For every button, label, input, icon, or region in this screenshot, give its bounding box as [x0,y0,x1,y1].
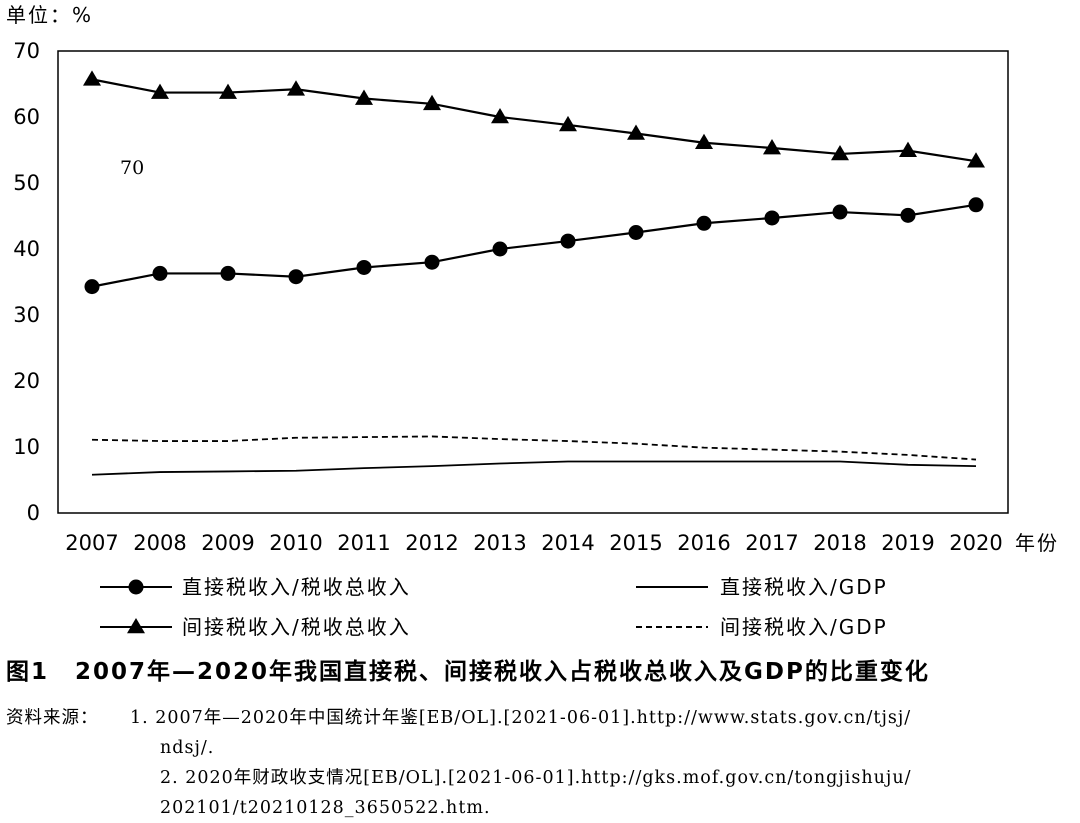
data-point [287,80,305,96]
unit-label: 单位：% [6,3,93,27]
figure-title: 2007年—2020年我国直接税、间接税收入占税收总收入及GDP的比重变化 [75,659,930,685]
plot-frame [57,50,1009,514]
x-tick-label: 2013 [473,531,526,555]
data-point [355,89,373,105]
data-point [695,133,713,150]
x-tick-label: 2019 [881,531,934,555]
data-point [628,225,644,240]
data-point [900,207,916,223]
data-point [151,83,169,99]
series-line [91,435,977,461]
data-point [356,259,372,275]
x-tick-label: 2017 [745,531,798,555]
data-point [423,94,441,111]
legend-label: 间接税收入/税收总收入 [182,615,411,639]
series-line [91,460,977,476]
series-2 [83,70,985,168]
series-1 [84,197,984,295]
x-tick-label: 2018 [813,531,866,555]
x-tick-label: 2015 [609,531,662,555]
data-point [967,152,985,168]
data-point [832,204,848,220]
x-tick-label: 2012 [405,531,458,555]
y-tick-label: 40 [13,237,40,261]
series-line [91,78,977,163]
series-3 [91,460,977,476]
chart-annotation: 70 [120,157,144,179]
y-tick-label: 0 [27,501,40,525]
data-point [152,265,168,281]
legend-marker [128,579,144,595]
legend-entry-1: 直接税收入/税收总收入 [100,575,411,599]
sources-head: 资料来源： [6,708,99,728]
data-point [899,141,917,157]
data-point [83,70,101,86]
legend-label: 间接税收入/GDP [720,615,888,639]
data-point [764,210,780,226]
y-tick-label: 50 [13,171,40,195]
figure-number: 图1 [6,659,50,685]
data-point [424,254,440,270]
y-tick-label: 60 [13,105,40,129]
data-point [696,215,712,231]
legend-marker [127,618,145,634]
legend-label: 直接税收入/GDP [720,575,888,599]
data-point [560,233,576,249]
data-point [492,241,508,257]
data-point [627,124,645,140]
data-point [559,115,577,132]
series-4 [91,435,977,461]
data-point [220,265,236,281]
data-point [831,144,849,161]
y-tick-label: 10 [13,435,40,459]
x-tick-label: 2011 [337,531,390,555]
x-tick-label: 2010 [269,531,322,555]
sources-block: 资料来源： 1. 2007年—2020年中国统计年鉴[EB/OL].[2021-0… [6,703,1080,823]
y-axis: 0 10 20 30 40 50 60 70 [13,39,40,525]
data-point [219,83,237,99]
x-tick-label: 2014 [541,531,594,555]
x-tick-label: 2020 [949,531,1002,555]
x-tick-label: 2009 [201,531,254,555]
legend-entry-2: 间接税收入/税收总收入 [100,615,411,639]
legend-entry-4: 间接税收入/GDP [636,615,888,639]
data-point [968,197,984,213]
series-line [91,203,977,288]
x-tick-label: 2016 [677,531,730,555]
x-axis: 2007 2008 2009 2010 2011 2012 2013 2014 2015 2016… [65,531,1002,555]
legend-entry-3: 直接税收入/GDP [636,575,888,599]
data-point [288,269,304,285]
legend-label: 直接税收入/税收总收入 [182,575,411,599]
x-tick-label: 2007 [65,531,118,555]
line-chart: 单位：% 0 10 20 30 40 50 60 70 2007 2008 2009 2010 201… [6,3,1059,639]
y-tick-label: 20 [13,369,40,393]
x-axis-label: 年份 [1015,531,1059,555]
source-1-line-2: ndsj/. [160,738,215,758]
data-point [491,108,509,124]
figure-caption: 图1 2007年—2020年我国直接税、间接税收入占税收总收入及GDP的比重变化 [6,652,930,686]
x-tick-label: 2008 [133,531,186,555]
y-tick-label: 30 [13,303,40,327]
series-layer [83,70,985,476]
source-2-line-2: 202101/t20210128_3650522.htm. [160,798,491,818]
source-1-line-1: 1. 2007年—2020年中国统计年鉴[EB/OL].[2021-06-01]… [130,708,912,728]
y-tick-label: 70 [13,39,40,63]
data-point [763,139,781,155]
data-point [84,279,100,295]
source-2-line-1: 2. 2020年财政收支情况[EB/OL].[2021-06-01].http:… [160,768,912,788]
